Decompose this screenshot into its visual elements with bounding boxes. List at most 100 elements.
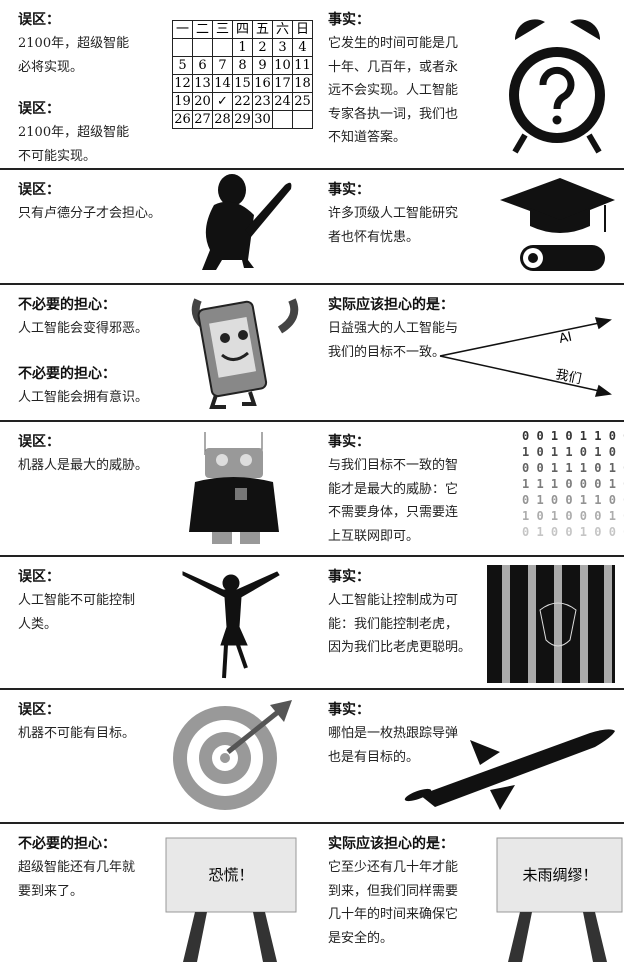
calendar-week: 26 27 28 29 30 [172, 110, 313, 129]
block-text-line: 上互联网即可。 [328, 528, 420, 544]
block-text-line: 人工智能会变得邪恶。 [18, 321, 149, 336]
block-heading: 不必要的担心： [18, 836, 116, 852]
row-separator [0, 420, 624, 422]
block-text-line: 人类。 [18, 616, 58, 632]
weekday: 五 [252, 20, 273, 39]
calendar-day: 8 [232, 56, 253, 75]
block-text-line: 超级智能还有几年就 [18, 860, 136, 875]
calendar-day: 19 [172, 92, 193, 111]
block-heading: 事实： [328, 182, 370, 198]
weekday: 三 [212, 20, 233, 39]
text-block: 事实： 它发生的时间可能是几 十年、几百年，或者永 远不会实现。人工智能 专家各执一词，… [328, 8, 458, 150]
calendar-day: 22 [232, 92, 253, 111]
block-text-line: 是安全的。 [328, 930, 394, 946]
calendar-day: 15 [232, 74, 253, 93]
text-block: 实际应该担心的是： 日益强大的人工智能与 我们的目标不一致。 [328, 293, 458, 364]
weekday: 二 [192, 20, 213, 39]
calendar-day: 7 [212, 56, 233, 75]
block-text-line: 因为我们比老虎更聪明。 [328, 640, 472, 655]
block-heading: 误区： [18, 702, 60, 718]
calendar-day: 10 [272, 56, 293, 75]
calendar-day: 1 [232, 38, 253, 57]
calendar-day: 11 [292, 56, 313, 75]
block-text-line: 到来，但我们同样需要 [328, 883, 459, 899]
calendar-day: 26 [172, 110, 193, 129]
calendar-day: 18 [292, 74, 313, 93]
weekday: 日 [292, 20, 313, 39]
caveman-silhouette [202, 174, 292, 270]
calendar: 一二三四五六日 1 2 3 4 5 6 7 8 9 10 11 12 13 14 15 16 17 18 19 20 ✓ 2… [172, 20, 313, 129]
calendar-day: 4 [292, 38, 313, 57]
block-text-line: 十年、几百年，或者永 [328, 59, 459, 75]
text-block: 事实： 与我们目标不一致的智 能才是最大的威胁：它 不需要身体，只需要连 上互联网即可。 [328, 430, 458, 548]
calendar-day [192, 38, 213, 57]
block-text-line: 人工智能让控制成为可 [328, 593, 459, 608]
block-text-line: 只有卢德分子才会担心。 [18, 206, 162, 221]
calendar-header: 一二三四五六日 [172, 20, 313, 39]
text-block: 误区： 2100年，超级智能 必将实现。 [18, 8, 129, 79]
text-block: 不必要的担心： 超级智能还有几年就 要到来了。 [18, 832, 135, 903]
block-text-line: 与我们目标不一致的智 [328, 458, 459, 473]
block-heading: 事实： [328, 702, 370, 718]
text-block: 误区： 2100年，超级智能 不可能实现。 [18, 97, 129, 168]
block-text-line: 人工智能不可能控制 [18, 593, 136, 608]
block-heading: 不必要的担心： [18, 366, 116, 382]
calendar-day [272, 110, 293, 129]
calendar-week: 5 6 7 8 9 10 11 [172, 56, 313, 75]
target-icon [173, 700, 292, 810]
block-heading: 误区： [18, 569, 60, 585]
row-separator [0, 688, 624, 690]
binary-row: 0 1 0 0 1 1 0 0 [522, 493, 624, 507]
text-block: 事实： 哪怕是一枚热跟踪导弹 也是有目标的。 [328, 698, 458, 769]
row-separator [0, 822, 624, 824]
calendar-day: 2 [252, 38, 273, 57]
row-separator [0, 168, 624, 170]
calendar-day: 16 [252, 74, 273, 93]
text-block: 不必要的担心： 人工智能会变得邪恶。 [18, 293, 148, 341]
text-block: 事实： 许多顶级人工智能研究 者也怀有忧患。 [328, 178, 458, 249]
block-text-line: 几十年的时间来确保它 [328, 907, 459, 922]
calendar-day [172, 38, 193, 57]
binary-row: 1 1 1 0 0 0 1 0 [522, 477, 624, 491]
block-text-line: 不知道答案。 [328, 130, 407, 145]
binary-row: 0 0 1 0 1 1 0 0 [522, 429, 624, 443]
calendar-day: 5 [172, 56, 193, 75]
block-text-line: 也是有目标的。 [328, 749, 420, 765]
block-heading: 误区： [18, 101, 60, 117]
alarm-clock-icon [509, 19, 605, 154]
block-heading: 误区： [18, 182, 60, 198]
calendar-day: 27 [192, 110, 213, 129]
text-block: 实际应该担心的是： 它至少还有几十年才能 到来，但我们同样需要 几十年的时间来确保它是… [328, 832, 458, 950]
arrow-label: 我们 [554, 367, 583, 387]
calendar-day: 29 [232, 110, 253, 129]
block-text-line: 哪怕是一枚热跟踪导弹 [328, 726, 459, 741]
calendar-week: 12 13 14 15 16 17 18 [172, 74, 313, 93]
weekday: 四 [232, 20, 253, 39]
sign-text: 未雨绸缪！ [522, 866, 597, 884]
calendar-day: 13 [192, 74, 213, 93]
binary-row: 0 0 1 1 1 0 1 0 [522, 461, 624, 475]
block-text-line: 2100年，超级智能 [18, 36, 130, 51]
graduation-cap-icon [500, 178, 615, 271]
block-text-line: 不可能实现。 [18, 148, 97, 164]
text-block: 误区： 机器人是最大的威胁。 [18, 430, 148, 478]
calendar-day: 6 [192, 56, 213, 75]
calendar-day: 23 [252, 92, 273, 111]
weekday: 一 [172, 20, 193, 39]
block-text-line: 机器不可能有目标。 [18, 726, 136, 741]
calendar-day: ✓ [212, 92, 233, 111]
block-text-line: 不需要身体，只需要连 [328, 505, 459, 520]
block-text-line: 2100年，超级智能 [18, 125, 130, 140]
block-heading: 实际应该担心的是： [328, 836, 454, 852]
block-text-line: 日益强大的人工智能与 [328, 321, 459, 336]
block-text-line: 能：我们能控制老虎， [328, 616, 459, 632]
block-heading: 不必要的担心： [18, 297, 116, 313]
calendar-day: 3 [272, 38, 293, 57]
calendar-day: 28 [212, 110, 233, 129]
block-text-line: 我们的目标不一致。 [328, 344, 446, 360]
block-text-line: 人工智能会拥有意识。 [18, 390, 149, 405]
robot-icon [189, 432, 279, 544]
calendar-day: 25 [292, 92, 313, 111]
